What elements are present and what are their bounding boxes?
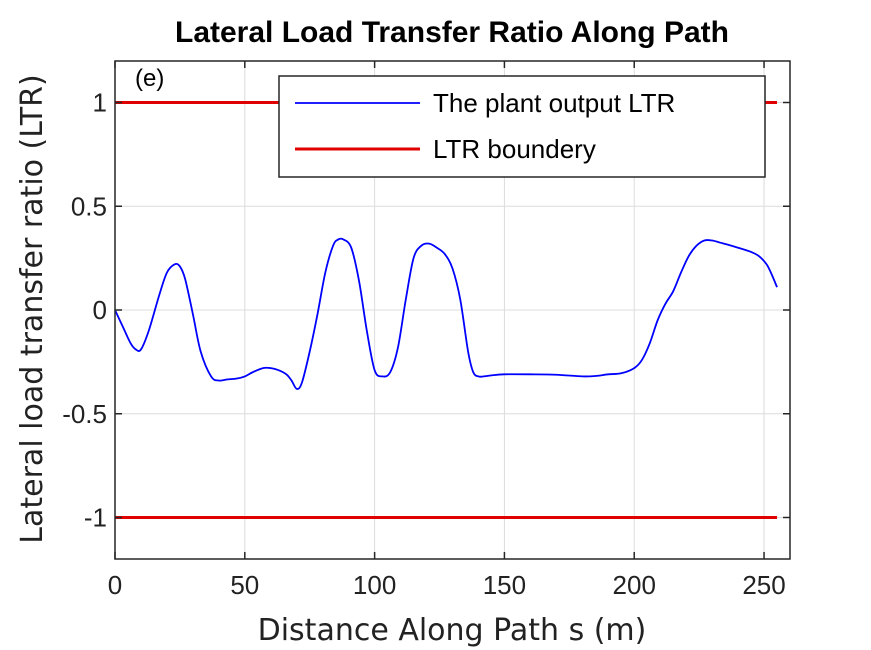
- y-tick-label: -1: [84, 503, 107, 533]
- plant-output-ltr-line: [114, 237, 778, 390]
- y-tick-label: 0: [93, 295, 107, 325]
- panel-annotation: (e): [135, 65, 164, 92]
- x-tick-label: 0: [108, 570, 122, 600]
- legend-label-ltr-boundary: LTR boundery: [433, 134, 596, 164]
- x-tick-label: 200: [613, 570, 656, 600]
- y-tick-labels: 1 0.5 0 -0.5 -1: [62, 88, 107, 533]
- y-tick-label: -0.5: [62, 399, 107, 429]
- x-axis-label: Distance Along Path s (m): [258, 613, 647, 648]
- x-tick-label: 100: [353, 570, 396, 600]
- y-axis-label: Lateral load transfer ratio (LTR): [15, 74, 50, 543]
- x-tick-label: 250: [742, 570, 785, 600]
- y-tick-label: 1: [93, 88, 107, 118]
- y-tick-label: 0.5: [71, 191, 107, 221]
- x-tick-labels: 0 50 100 150 200 250: [108, 570, 786, 600]
- chart-title: Lateral Load Transfer Ratio Along Path: [175, 16, 729, 49]
- legend-label-plant-output: The plant output LTR: [433, 88, 675, 118]
- legend: The plant output LTR LTR boundery: [278, 75, 766, 178]
- legend-box: [278, 75, 766, 178]
- x-tick-label: 150: [483, 570, 526, 600]
- axis-ticks: [114, 61, 790, 559]
- x-tick-label: 50: [230, 570, 259, 600]
